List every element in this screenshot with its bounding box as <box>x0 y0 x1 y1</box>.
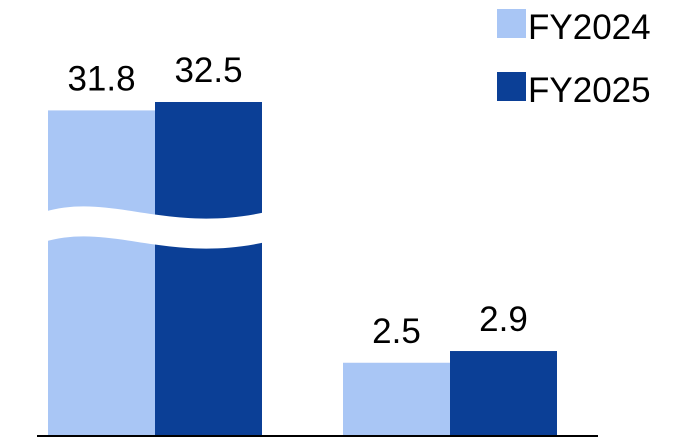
data-label-fy2025-1: 2.9 <box>479 300 528 339</box>
data-label-fy2024-0: 31.8 <box>67 59 135 98</box>
bar-fy2025-1 <box>450 351 557 436</box>
legend: FY2024 FY2025 <box>497 8 651 110</box>
bars-layer <box>48 102 557 437</box>
legend-label-fy2025: FY2025 <box>528 71 651 110</box>
legend-swatch-fy2024 <box>497 9 526 38</box>
axis-break-wave <box>44 206 266 249</box>
legend-swatch-fy2025 <box>497 72 526 101</box>
data-label-fy2025-0: 32.5 <box>174 51 242 90</box>
data-label-fy2024-1: 2.5 <box>372 312 421 351</box>
data-labels-layer: 31.8 2.5 32.5 2.9 <box>67 51 527 351</box>
bar-fy2025-0 <box>155 102 262 436</box>
axis-break-layer <box>44 206 266 249</box>
legend-label-fy2024: FY2024 <box>528 8 651 47</box>
bar-fy2024-1 <box>343 362 450 436</box>
bar-fy2024-0 <box>48 110 155 437</box>
